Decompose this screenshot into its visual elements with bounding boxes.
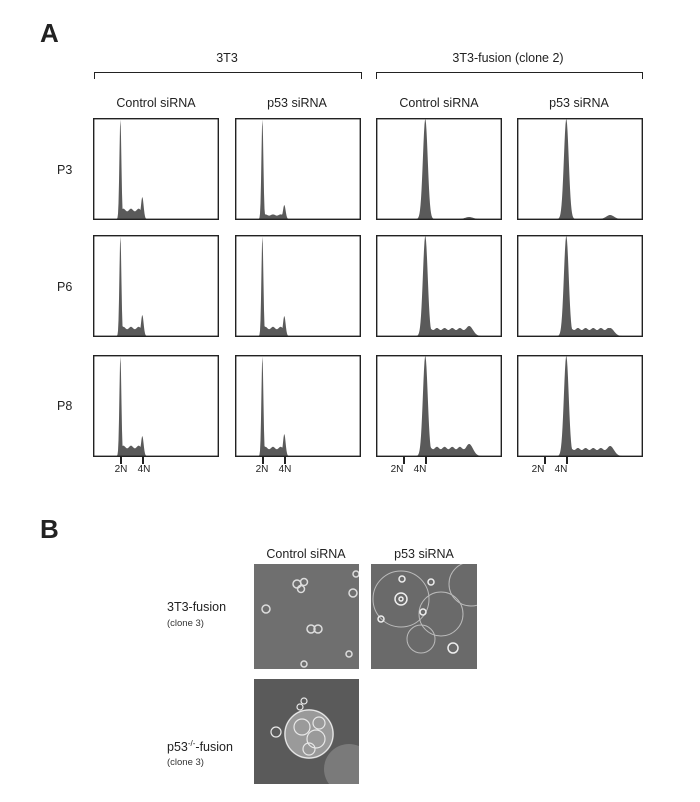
tick-label-2n: 2N — [255, 464, 269, 475]
histogram-area — [235, 236, 361, 337]
tick-label-4n: 4N — [413, 464, 427, 475]
histogram-frame — [376, 235, 502, 337]
tick-mark-4n — [566, 457, 568, 464]
histogram-panel — [517, 355, 643, 457]
histogram-panel — [93, 118, 219, 220]
panel-letter-b: B — [40, 514, 59, 544]
histogram-area — [93, 356, 219, 457]
histogram-panel — [376, 235, 502, 337]
row-label-p53-fusion: p53-/--fusion — [167, 739, 233, 754]
column-label: p53 siRNA — [549, 96, 609, 110]
histogram-area — [235, 356, 361, 457]
histogram-panel — [376, 118, 502, 220]
histogram-frame — [235, 235, 361, 337]
micrograph-p53-null-fusion-control — [254, 679, 374, 794]
micrograph-3t3-fusion-p53 — [371, 561, 494, 669]
histogram-panel — [235, 235, 361, 337]
histogram-area — [93, 119, 219, 220]
histogram-frame — [235, 355, 361, 457]
histogram-frame — [376, 355, 502, 457]
group-label-3t3-fusion: 3T3-fusion (clone 2) — [452, 51, 564, 65]
column-label: p53 siRNA — [394, 547, 454, 561]
tick-mark-2n — [120, 457, 122, 464]
column-label: Control siRNA — [399, 96, 479, 110]
row-sublabel: (clone 3) — [167, 618, 204, 629]
row-label: P3 — [57, 163, 73, 177]
histogram-area — [376, 119, 502, 220]
tick-label-2n: 2N — [390, 464, 404, 475]
row-label-3t3-fusion: 3T3-fusion — [167, 600, 227, 614]
tick-mark-4n — [142, 457, 144, 464]
histogram-area — [517, 356, 643, 457]
label-part: -fusion — [195, 740, 233, 755]
group-label-3t3: 3T3 — [216, 51, 238, 65]
row-sublabel: (clone 3) — [167, 757, 204, 768]
histogram-panel — [376, 355, 502, 457]
tick-label-4n: 4N — [137, 464, 151, 475]
tick-label-2n: 2N — [114, 464, 128, 475]
tick-label-4n: 4N — [278, 464, 292, 475]
histogram-frame — [517, 118, 643, 220]
column-label: p53 siRNA — [267, 96, 327, 110]
tick-mark-4n — [425, 457, 427, 464]
tick-mark-2n — [544, 457, 546, 464]
column-label: Control siRNA — [116, 96, 196, 110]
micrograph-3t3-fusion-control — [254, 564, 360, 669]
histogram-frame — [517, 355, 643, 457]
histogram-area — [376, 356, 502, 457]
histogram-area — [517, 236, 643, 337]
histogram-frame — [93, 355, 219, 457]
row-label: P8 — [57, 399, 73, 413]
histogram-frame — [93, 235, 219, 337]
histogram-frame — [376, 118, 502, 220]
tick-label-4n: 4N — [554, 464, 568, 475]
tick-label-2n: 2N — [531, 464, 545, 475]
panel-letter-a: A — [40, 18, 59, 48]
histogram-frame — [93, 118, 219, 220]
histogram-panel — [517, 118, 643, 220]
histogram-panel — [517, 235, 643, 337]
histogram-area — [93, 236, 219, 337]
histogram-area — [235, 119, 361, 220]
histogram-panel — [93, 355, 219, 457]
column-label: Control siRNA — [266, 547, 346, 561]
group-bracket-3t3 — [94, 72, 362, 79]
histogram-panel — [93, 235, 219, 337]
histogram-area — [517, 119, 643, 220]
histogram-area — [376, 236, 502, 337]
label-part: p53 — [167, 740, 188, 755]
histogram-panel — [235, 355, 361, 457]
histogram-frame — [235, 118, 361, 220]
tick-mark-2n — [403, 457, 405, 464]
row-label: P6 — [57, 280, 73, 294]
group-bracket-3t3-fusion — [376, 72, 643, 79]
histogram-frame — [517, 235, 643, 337]
tick-mark-4n — [284, 457, 286, 464]
label-superscript: -/- — [187, 739, 196, 748]
tick-mark-2n — [262, 457, 264, 464]
histogram-panel — [235, 118, 361, 220]
